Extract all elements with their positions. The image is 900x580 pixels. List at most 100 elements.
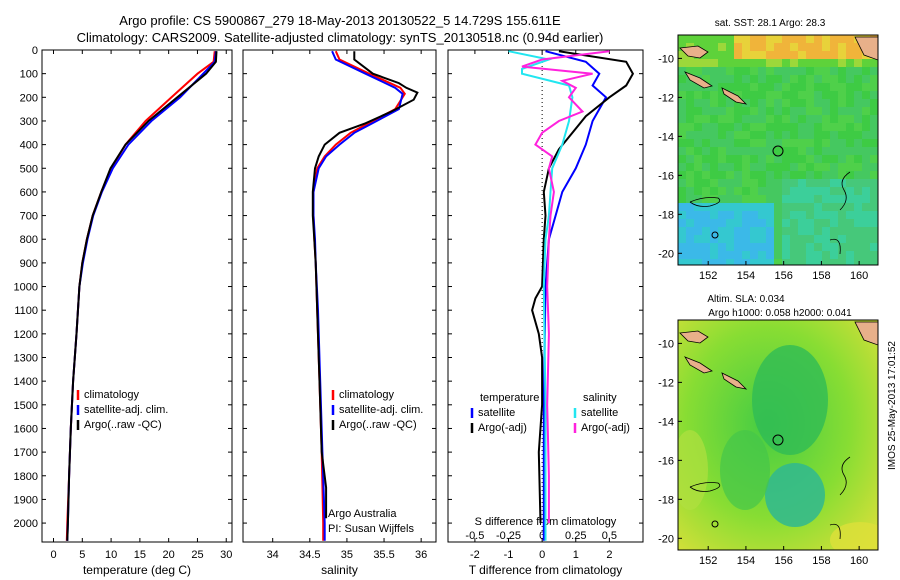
secondary-tick-label: 0.25 <box>565 530 586 542</box>
sst-cell <box>846 219 854 227</box>
sst-cell <box>854 179 862 187</box>
sst-cell <box>726 59 734 67</box>
y-tick-label: 1300 <box>14 353 38 365</box>
sst-cell <box>830 91 838 99</box>
sst-cell <box>830 35 838 43</box>
secondary-tick-label: 0.5 <box>602 530 617 542</box>
sst-cell <box>798 171 806 179</box>
sst-cell <box>702 195 710 203</box>
sst-cell <box>782 107 790 115</box>
sst-cell <box>774 51 782 59</box>
sst-cell <box>838 235 846 243</box>
y-tick-label: 0 <box>32 45 38 57</box>
sst-cell <box>830 171 838 179</box>
org-note: Argo Australia <box>328 508 397 520</box>
sst-cell <box>830 107 838 115</box>
sst-cell <box>766 195 774 203</box>
sst-cell <box>854 123 862 131</box>
sst-cell <box>782 91 790 99</box>
sst-cell <box>870 83 878 91</box>
sst-cell <box>782 123 790 131</box>
sst-cell <box>846 67 854 75</box>
sst-cell <box>710 259 718 265</box>
sst-cell <box>750 123 758 131</box>
sst-cell <box>830 83 838 91</box>
x-axis-label: salinity <box>321 563 358 577</box>
sst-cell <box>782 235 790 243</box>
y-tick-label: 1200 <box>14 329 38 341</box>
sst-cell <box>702 219 710 227</box>
sst-cell <box>838 139 846 147</box>
sst-cell <box>822 43 830 51</box>
sst-cell <box>862 171 870 179</box>
sst-cell <box>798 251 806 259</box>
x-axis-label: T difference from climatology <box>469 563 623 577</box>
sst-cell <box>694 203 702 211</box>
sst-cell <box>742 35 750 43</box>
sst-cell <box>870 243 878 251</box>
sst-cell <box>814 227 822 235</box>
sst-cell <box>742 235 750 243</box>
map-y-tick-label: -20 <box>658 533 674 545</box>
sst-cell <box>830 251 838 259</box>
sst-cell <box>846 115 854 123</box>
sst-cell <box>854 99 862 107</box>
sst-cell <box>694 107 702 115</box>
sst-cell <box>686 219 694 227</box>
sst-cell <box>678 99 686 107</box>
sst-cell <box>710 59 718 67</box>
y-tick-label: 1500 <box>14 400 38 412</box>
sst-cell <box>790 203 798 211</box>
sst-cell <box>726 259 734 265</box>
y-tick-label: 100 <box>20 69 38 81</box>
sst-cell <box>718 123 726 131</box>
sst-cell <box>758 195 766 203</box>
sst-cell <box>734 227 742 235</box>
sst-cell <box>710 75 718 83</box>
sst-cell <box>782 83 790 91</box>
sst-cell <box>790 123 798 131</box>
sst-cell <box>686 139 694 147</box>
sst-cell <box>854 91 862 99</box>
sst-cell <box>718 163 726 171</box>
sst-cell <box>830 147 838 155</box>
sst-cell <box>822 235 830 243</box>
sst-cell <box>838 67 846 75</box>
sst-cell <box>718 67 726 75</box>
sst-cell <box>822 107 830 115</box>
sst-cell <box>718 147 726 155</box>
sst-cell <box>750 67 758 75</box>
sst-cell <box>846 139 854 147</box>
sst-cell <box>862 123 870 131</box>
sst-cell <box>766 171 774 179</box>
sst-cell <box>774 139 782 147</box>
sst-cell <box>822 259 830 265</box>
legend-label: Argo(..raw -QC) <box>84 419 162 431</box>
legend-label: Argo(..raw -QC) <box>339 419 417 431</box>
sst-cell <box>822 75 830 83</box>
sst-cell <box>726 195 734 203</box>
sst-cell <box>862 179 870 187</box>
sst-cell <box>838 219 846 227</box>
sst-cell <box>718 179 726 187</box>
sst-cell <box>686 35 694 43</box>
sst-cell <box>782 75 790 83</box>
sst-cell <box>766 211 774 219</box>
sst-cell <box>758 259 766 265</box>
sst-cell <box>742 59 750 67</box>
sst-cell <box>830 59 838 67</box>
sst-cell <box>734 35 742 43</box>
sst-cell <box>702 179 710 187</box>
sst-cell <box>678 43 686 51</box>
sst-island <box>854 36 878 61</box>
sst-cell <box>742 131 750 139</box>
sst-cell <box>790 107 798 115</box>
sst-cell <box>862 203 870 211</box>
map-y-tick-label: -18 <box>658 209 674 221</box>
sst-cell <box>830 139 838 147</box>
sst-cell <box>854 43 862 51</box>
sst-cell <box>806 147 814 155</box>
sst-cell <box>838 43 846 51</box>
sst-cell <box>742 91 750 99</box>
sst-cell <box>854 171 862 179</box>
